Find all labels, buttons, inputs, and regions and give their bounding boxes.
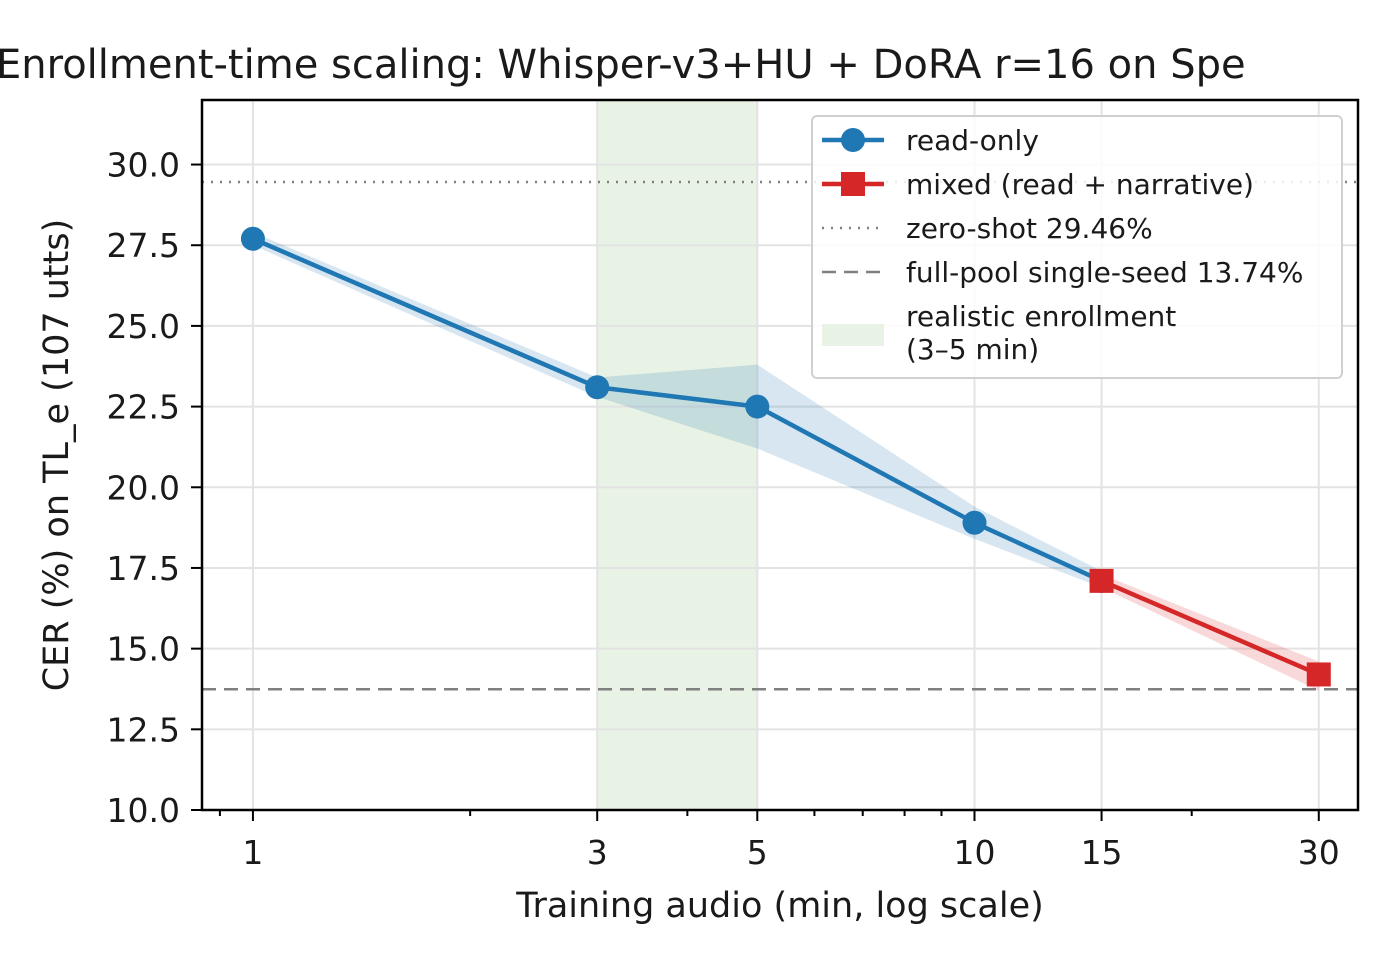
legend-marker	[841, 172, 865, 196]
data-point	[240, 226, 265, 251]
legend-label: mixed (read + narrative)	[906, 168, 1254, 201]
y-tick-label: 27.5	[107, 226, 180, 265]
x-tick-label: 3	[587, 833, 608, 872]
y-tick-label: 12.5	[107, 710, 180, 749]
y-tick-label: 20.0	[107, 468, 180, 507]
y-tick-label: 15.0	[107, 630, 180, 669]
legend-label: realistic enrollment	[906, 300, 1176, 333]
y-tick-label: 22.5	[107, 388, 180, 427]
series-band	[252, 232, 1102, 588]
data-point	[1306, 662, 1331, 687]
y-axis-label: CER (%) on TL_e (107 utts)	[37, 219, 77, 692]
legend-label: full-pool single-seed 13.74%	[906, 256, 1303, 289]
x-tick-label: 10	[954, 833, 996, 872]
y-tick-label: 17.5	[107, 549, 180, 588]
y-tick-label: 25.0	[107, 307, 180, 346]
x-tick-label: 1	[242, 833, 263, 872]
x-axis-label: Training audio (min, log scale)	[515, 886, 1044, 926]
x-tick-label: 30	[1298, 833, 1340, 872]
x-tick-label: 5	[747, 833, 768, 872]
data-point	[745, 394, 770, 419]
y-tick-label: 30.0	[107, 146, 180, 185]
enrollment-region	[597, 100, 758, 810]
legend: read-only mixed (read + narrative) zero-sh…	[811, 115, 1343, 379]
data-point	[585, 375, 610, 400]
x-tick-label: 15	[1081, 833, 1123, 872]
legend-label: zero-shot 29.46%	[906, 212, 1153, 245]
series-line	[1100, 578, 1320, 677]
legend-label: read-only	[906, 124, 1039, 157]
data-point	[1089, 568, 1114, 593]
y-tick-label: 10.0	[107, 791, 180, 830]
axes-frame	[200, 98, 1360, 812]
data-point	[962, 510, 987, 535]
legend-patch	[822, 324, 884, 346]
legend-label: (3–5 min)	[906, 333, 1039, 366]
legend-box	[811, 115, 1343, 379]
chart-title: Enrollment-time scaling: Whisper-v3+HU +…	[0, 42, 1246, 88]
plot-area: 1 3 5 10 15 30 10.0 12.5 15.0 17.5 20.0 22.5 25.0 27.…	[107, 98, 1360, 872]
series-band	[1101, 574, 1319, 691]
legend-marker	[841, 128, 865, 152]
